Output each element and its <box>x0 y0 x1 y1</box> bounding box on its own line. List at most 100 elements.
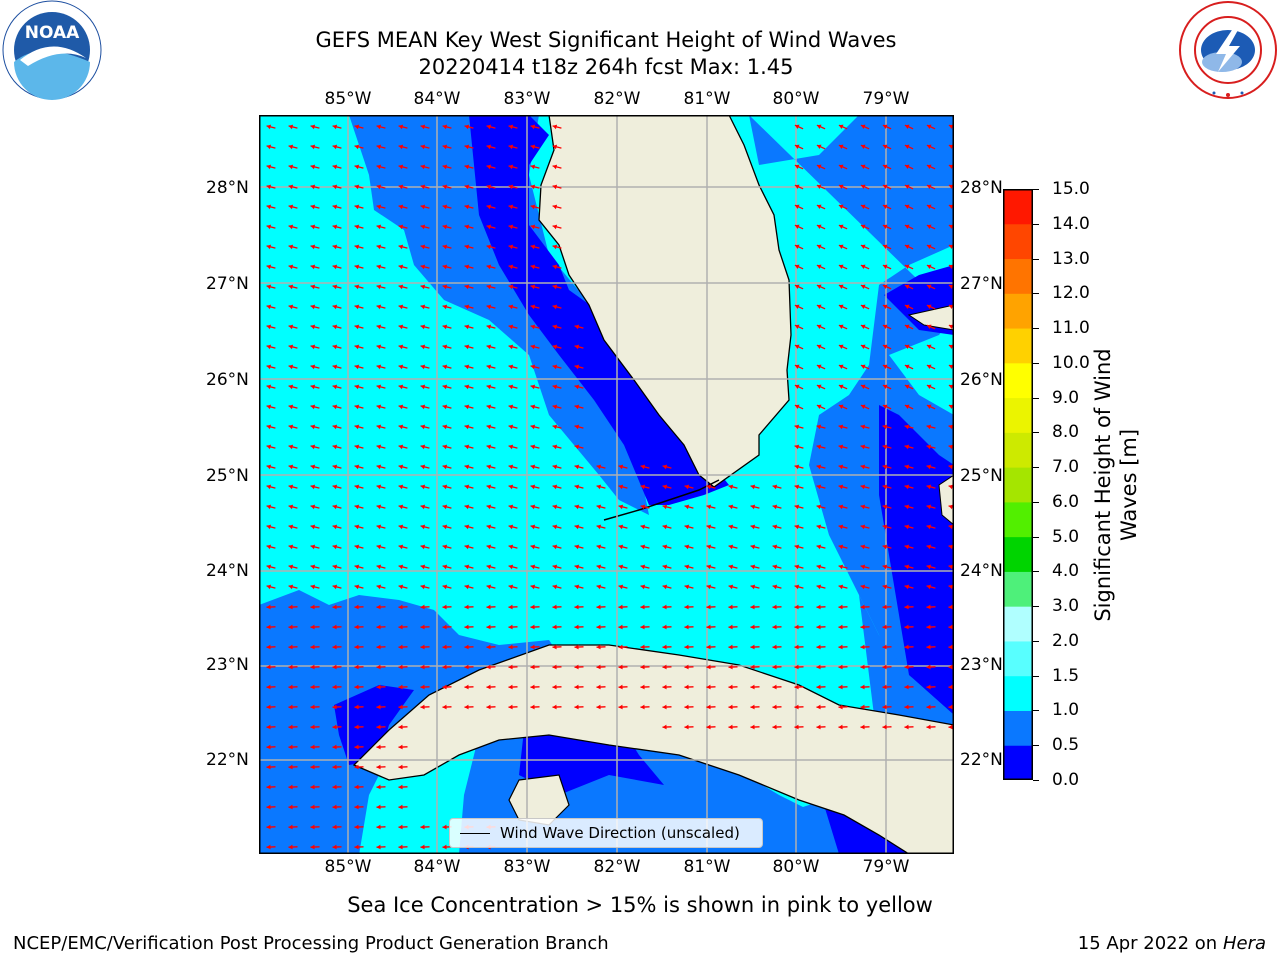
wave-arrow-head <box>398 124 404 130</box>
lon-tick-top-79w: 79°W <box>862 89 910 109</box>
wave-arrow-head <box>926 364 932 369</box>
wave-arrow-head <box>838 484 844 490</box>
wave-arrow-head <box>376 804 381 810</box>
wave-arrow-head <box>310 644 315 650</box>
wave-arrow-head <box>332 724 337 730</box>
wave-arrow-head <box>376 844 381 850</box>
wave-arrow-head <box>266 604 271 610</box>
lat-tick-right-24n: 24°N <box>960 561 1003 581</box>
wave-arrow-head <box>596 524 602 530</box>
wave-arrow-head <box>332 644 337 650</box>
wave-arrow-head <box>728 704 733 710</box>
wave-arrow-head <box>354 784 359 790</box>
wave-arrow-head <box>288 444 294 450</box>
wave-arrow-head <box>882 224 888 229</box>
wave-arrow-head <box>574 484 580 490</box>
wave-arrow-head <box>376 244 382 250</box>
wave-arrow-head <box>574 504 580 510</box>
wave-arrow-head <box>376 684 381 690</box>
wave-arrow-head <box>398 584 404 590</box>
wave-arrow-head <box>530 444 536 450</box>
wave-arrow-head <box>948 724 953 730</box>
wave-arrow-head <box>442 544 448 550</box>
wave-arrow-head <box>266 764 271 770</box>
colorbar-tick-mark <box>1033 571 1039 573</box>
wave-arrow-head <box>442 164 448 170</box>
wave-arrow-head <box>420 144 426 150</box>
colorbar-segment <box>1003 293 1033 329</box>
wave-arrow-head <box>772 724 777 730</box>
wave-arrow-head <box>860 204 866 209</box>
wave-arrow-head <box>860 564 866 570</box>
wave-arrow-head <box>486 544 492 550</box>
wave-arrow-head <box>948 184 954 189</box>
wave-arrow-head <box>574 544 580 550</box>
wave-arrow-head <box>948 544 954 550</box>
wave-arrow-head <box>310 224 316 230</box>
ocean-band-0-0-0-5-atlantic-east <box>879 405 954 715</box>
wave-arrow-head <box>332 244 338 250</box>
wave-arrow-head <box>354 204 360 210</box>
wave-arrow-head <box>948 404 954 409</box>
wave-arrow-head <box>816 484 822 490</box>
wave-arrow-head <box>530 684 535 690</box>
wave-arrow-head <box>552 144 558 150</box>
wave-arrow-head <box>948 244 954 249</box>
wave-arrow-head <box>926 304 932 309</box>
wave-arrow-head <box>904 524 910 530</box>
wave-arrow-head <box>860 484 866 490</box>
wave-arrow-head <box>398 164 404 170</box>
wave-arrow-head <box>288 624 293 630</box>
wave-arrow-head <box>552 464 558 470</box>
wave-arrow-head <box>464 144 470 150</box>
wave-arrow-head <box>354 404 360 410</box>
wave-arrow-head <box>398 644 403 650</box>
wave-arrow-head <box>596 704 601 710</box>
lon-tick-top-85w: 85°W <box>324 89 372 109</box>
wave-arrow-head <box>794 444 800 450</box>
wave-arrow-head <box>486 144 492 150</box>
wave-arrow-head <box>442 464 448 470</box>
wave-arrow-head <box>816 304 822 309</box>
wave-arrow-head <box>354 264 360 270</box>
wave-arrow-head <box>398 684 403 690</box>
wave-arrow-head <box>332 124 338 130</box>
wave-arrow-head <box>904 184 910 189</box>
wave-arrow-head <box>574 344 580 350</box>
lon-tick-bottom-79w: 79°W <box>862 857 910 877</box>
wave-arrow-head <box>552 244 558 250</box>
wave-arrow-head <box>794 624 799 630</box>
wave-arrow-head <box>860 144 866 149</box>
wave-arrow-head <box>310 684 315 690</box>
wave-arrow-head <box>266 364 272 370</box>
wave-arrow-head <box>266 564 272 570</box>
wave-arrow-head <box>376 444 382 450</box>
wave-arrow-head <box>310 624 315 630</box>
wave-arrow-head <box>618 684 623 690</box>
wave-arrow-head <box>310 244 316 250</box>
colorbar-tick: 7.0 <box>1052 457 1080 478</box>
colorbar-tick: 13.0 <box>1052 248 1090 269</box>
wave-arrow-head <box>948 464 954 470</box>
colorbar-tick-mark <box>1033 640 1039 642</box>
wave-arrow-head <box>882 204 888 209</box>
wave-arrow-head <box>332 804 337 810</box>
wave-arrow-head <box>552 204 558 210</box>
wave-arrow-head <box>420 604 425 610</box>
wave-arrow-head <box>376 764 381 770</box>
wave-arrow-head <box>926 344 932 349</box>
wave-arrow-head <box>904 644 909 650</box>
wave-arrow-head <box>794 344 800 349</box>
wave-arrow-head <box>684 524 690 530</box>
wave-arrow-head <box>486 244 492 250</box>
wave-arrow-head <box>332 744 337 750</box>
wave-arrow-head <box>508 484 514 490</box>
wave-arrow-head <box>552 664 557 670</box>
wave-arrow-head <box>376 424 382 430</box>
wave-arrow-head <box>376 404 382 410</box>
wave-arrow-head <box>508 684 513 690</box>
wave-arrow-head <box>860 344 866 349</box>
wave-arrow-head <box>464 324 470 330</box>
wave-arrow-head <box>948 144 954 149</box>
wave-arrow-head <box>420 444 426 450</box>
